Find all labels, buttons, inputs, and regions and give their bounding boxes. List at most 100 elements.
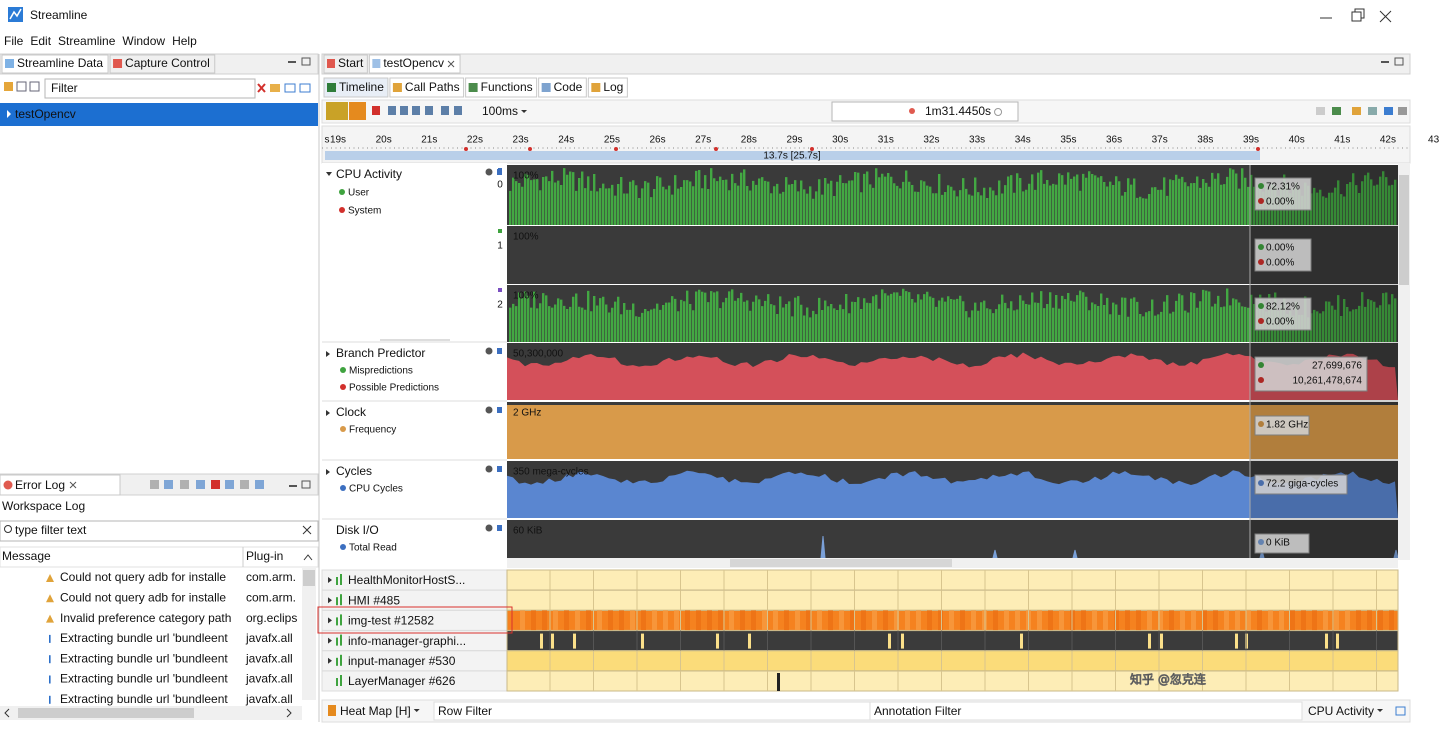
row-filter-input[interactable] bbox=[433, 701, 871, 721]
toolbar-right-button[interactable] bbox=[1352, 107, 1361, 115]
menu-item[interactable]: Window bbox=[122, 34, 165, 48]
menu-item[interactable]: Edit bbox=[30, 34, 51, 48]
toolbar-button[interactable] bbox=[425, 106, 433, 115]
source-select[interactable]: CPU Activity bbox=[1308, 704, 1374, 718]
open-button[interactable] bbox=[270, 84, 280, 92]
expand-arrow[interactable] bbox=[326, 172, 332, 176]
toolbar-right-button[interactable] bbox=[1398, 107, 1407, 115]
color-button[interactable] bbox=[497, 348, 502, 354]
panel-min-button[interactable] bbox=[288, 61, 296, 63]
thread-icon bbox=[336, 577, 338, 585]
view-tab[interactable] bbox=[587, 77, 628, 98]
menu-item[interactable]: Streamline bbox=[58, 34, 116, 48]
delete-button[interactable] bbox=[257, 83, 266, 93]
color-button[interactable] bbox=[497, 407, 502, 413]
view-tab[interactable] bbox=[465, 77, 538, 98]
chart-title: Clock bbox=[336, 405, 367, 419]
settings-button[interactable] bbox=[485, 406, 493, 414]
log-toolbar-button[interactable] bbox=[150, 480, 159, 489]
expand-arrow[interactable] bbox=[326, 351, 330, 357]
error-log-tab[interactable] bbox=[0, 474, 121, 496]
toolbar-button[interactable] bbox=[372, 106, 380, 115]
settings-button[interactable] bbox=[485, 524, 493, 532]
view-tab[interactable] bbox=[389, 77, 465, 98]
logo-button[interactable] bbox=[326, 102, 348, 120]
log-filter-input[interactable] bbox=[0, 520, 319, 542]
filter-input[interactable] bbox=[44, 78, 256, 99]
settings-button[interactable] bbox=[485, 347, 493, 355]
toolbar-button[interactable] bbox=[412, 106, 420, 115]
panel-max-button[interactable] bbox=[301, 480, 311, 489]
chart-hscroll-thumb[interactable] bbox=[730, 559, 952, 567]
heat-cell bbox=[1037, 610, 1042, 631]
left-tab[interactable] bbox=[109, 54, 216, 74]
editor-min-button[interactable] bbox=[1381, 61, 1389, 63]
log-toolbar-button[interactable] bbox=[211, 480, 220, 489]
expand-arrow[interactable] bbox=[328, 577, 332, 583]
chart-vscroll-thumb[interactable] bbox=[1399, 175, 1409, 285]
log-toolbar-button[interactable] bbox=[240, 480, 249, 489]
log-toolbar-button[interactable] bbox=[180, 480, 189, 489]
log-toolbar-button[interactable] bbox=[196, 480, 205, 489]
toolbar-right-button[interactable] bbox=[1316, 107, 1325, 115]
restore-button[interactable] bbox=[1351, 11, 1362, 22]
series-dot bbox=[1258, 539, 1264, 545]
scroll-left[interactable] bbox=[4, 708, 10, 718]
export-button[interactable] bbox=[1395, 706, 1406, 716]
highlight-box bbox=[317, 606, 513, 634]
zoom-select[interactable]: 100ms bbox=[482, 104, 518, 118]
settings-button[interactable] bbox=[485, 168, 493, 176]
expand-arrow[interactable] bbox=[326, 469, 330, 475]
toolbar-right-button[interactable] bbox=[1332, 107, 1341, 115]
expand-arrow[interactable] bbox=[328, 637, 332, 644]
log-toolbar-button[interactable] bbox=[225, 480, 234, 489]
settings-button[interactable] bbox=[485, 465, 493, 473]
panel-max-button[interactable] bbox=[301, 57, 311, 66]
annotation-filter-input[interactable] bbox=[869, 701, 1303, 721]
expand-arrow[interactable] bbox=[328, 657, 332, 664]
ruler-marker bbox=[1256, 147, 1260, 151]
ruler-labels: s 19s 20s 21s 22s 23s 24s 25s 26s 27s 28s 29s 30s 31s… bbox=[325, 135, 1440, 146]
editor-tab[interactable] bbox=[368, 54, 461, 74]
clear-filter[interactable] bbox=[302, 525, 312, 535]
toolbar-right-button[interactable] bbox=[1384, 107, 1393, 115]
export-button[interactable] bbox=[284, 83, 296, 93]
log-toolbar-button[interactable] bbox=[255, 480, 264, 489]
panel-min-button[interactable] bbox=[289, 485, 297, 487]
log-filter-placeholder: type filter text bbox=[15, 523, 87, 537]
toolbar-button[interactable] bbox=[400, 106, 408, 115]
core-readout: 0.00% bbox=[1266, 197, 1294, 208]
ruler-marker bbox=[714, 147, 718, 151]
expand-arrow[interactable] bbox=[326, 410, 330, 416]
toolbar-button[interactable] bbox=[441, 106, 449, 115]
menu-item[interactable]: Help bbox=[172, 34, 197, 48]
view-tab[interactable] bbox=[538, 77, 587, 98]
color-button[interactable] bbox=[497, 466, 502, 472]
capture-item[interactable] bbox=[0, 103, 318, 126]
toolbar-button[interactable] bbox=[454, 106, 462, 115]
close-button[interactable] bbox=[1379, 10, 1392, 23]
view-tab[interactable] bbox=[323, 77, 389, 98]
expand-arrow[interactable] bbox=[328, 617, 332, 624]
editor-max-button[interactable] bbox=[1394, 57, 1404, 66]
filter-icon bbox=[16, 81, 27, 92]
expand-arrow[interactable] bbox=[328, 597, 332, 604]
log-toolbar-button[interactable] bbox=[164, 480, 173, 489]
tab-close[interactable] bbox=[447, 60, 455, 68]
toolbar-right-button[interactable] bbox=[1368, 107, 1377, 115]
log-hscroll-thumb[interactable] bbox=[18, 708, 194, 718]
toolbar-button[interactable] bbox=[388, 106, 396, 115]
log-vscroll-thumb[interactable] bbox=[303, 570, 315, 586]
heat-cell bbox=[894, 610, 899, 631]
tab-close[interactable] bbox=[69, 481, 77, 489]
heat-block bbox=[1336, 633, 1339, 649]
capture-button[interactable] bbox=[349, 102, 366, 120]
import-button[interactable] bbox=[299, 83, 311, 93]
scroll-right[interactable] bbox=[286, 708, 292, 718]
left-tab[interactable] bbox=[1, 54, 109, 74]
heat-cell bbox=[1356, 610, 1361, 631]
view-select[interactable]: Heat Map [H] bbox=[340, 704, 411, 718]
color-button[interactable] bbox=[497, 525, 502, 531]
time-input[interactable] bbox=[831, 101, 1019, 122]
menu-item[interactable]: File bbox=[4, 34, 24, 48]
